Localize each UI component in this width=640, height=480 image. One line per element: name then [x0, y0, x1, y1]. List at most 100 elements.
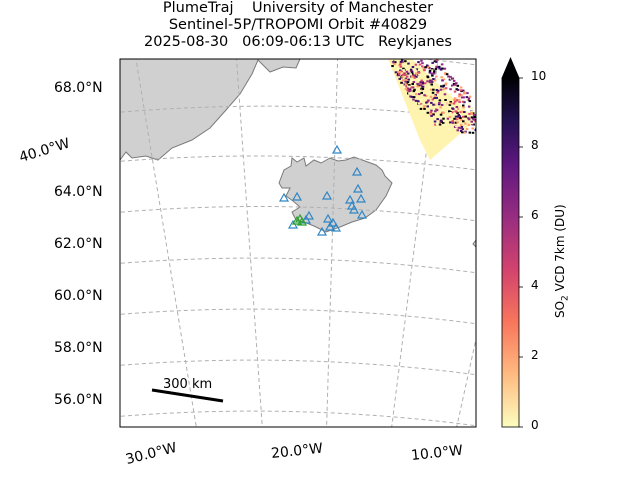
so2-pixel [451, 105, 455, 108]
volcano-marker [322, 213, 334, 223]
so2-pixel [454, 115, 458, 118]
so2-pixel [435, 109, 439, 112]
so2-pixel [444, 73, 447, 76]
so2-pixel [394, 61, 397, 64]
colorbar-tick-2: 2 [531, 348, 539, 362]
so2-pixel [456, 115, 460, 118]
so2-pixel [457, 117, 460, 120]
so2-pixel [397, 72, 401, 75]
so2-pixel [470, 120, 473, 123]
so2-pixel [428, 69, 432, 72]
volcano-marker [344, 194, 356, 204]
so2-pixel [429, 95, 433, 98]
so2-pixel [401, 83, 404, 86]
so2-pixel [458, 93, 461, 96]
so2-pixel [419, 98, 423, 101]
so2-pixel [431, 91, 435, 94]
so2-pixel [462, 96, 465, 99]
so2-pixel [406, 81, 410, 84]
so2-pixel [440, 104, 444, 106]
so2-pixel [404, 85, 408, 88]
so2-pixel [447, 75, 450, 78]
so2-pixel [451, 107, 454, 110]
so2-pixel [400, 59, 404, 62]
so2-pixel [470, 113, 474, 116]
so2-pixel [468, 95, 472, 98]
scale-bar-label: 300 km [163, 377, 213, 392]
lat-label-68N: 68.0°N [54, 80, 103, 96]
so2-pixel [448, 107, 452, 110]
so2-pixel [411, 83, 414, 85]
so2-pixel [436, 118, 439, 121]
so2-pixel [441, 79, 444, 82]
volcano-marker [278, 192, 290, 202]
so2-pixel [448, 128, 451, 130]
so2-pixel [419, 107, 423, 110]
so2-pixel [420, 91, 423, 94]
so2-pixel [391, 65, 394, 67]
so2-pixel [453, 98, 456, 101]
target-volcano-markers [291, 213, 308, 226]
so2-pixel [453, 112, 456, 115]
so2-pixel [472, 114, 476, 116]
so2-pixel [432, 78, 435, 80]
so2-pixel [416, 85, 419, 88]
so2-pixel [404, 83, 407, 86]
colorbar-tick-6: 6 [531, 208, 539, 222]
so2-pixel [456, 84, 460, 87]
so2-pixel [417, 102, 421, 105]
so2-pixel [467, 105, 471, 108]
so2-pixel [465, 96, 469, 99]
so2-pixel [401, 79, 405, 82]
so2-pixel [396, 68, 400, 71]
so2-pixel [398, 77, 401, 80]
so2-pixel [472, 112, 475, 115]
title-line-3: 2025-08-30 06:09-06:13 UTC Reykjanes [144, 34, 452, 50]
so2-pixel [466, 92, 469, 95]
so2-pixel [422, 66, 425, 69]
so2-pixel [460, 118, 463, 121]
so2-pixel [446, 117, 450, 120]
so2-pixel [462, 115, 465, 118]
so2-pixel [448, 78, 452, 81]
so2-pixel [458, 107, 462, 110]
so2-pixel [444, 99, 447, 101]
so2-pixel [456, 121, 459, 124]
volcano-marker [316, 226, 328, 236]
so2-pixel [439, 106, 442, 109]
so2-pixel [459, 123, 463, 126]
so2-pixel [468, 131, 472, 134]
so2-pixel [404, 60, 407, 63]
so2-pixel [415, 72, 418, 75]
so2-pixel [436, 91, 439, 94]
so2-pixel [472, 123, 475, 126]
so2-pixel [433, 79, 437, 82]
so2-pixel [442, 78, 446, 81]
so2-pixel [402, 69, 405, 72]
lat-label-56N: 56.0°N [54, 392, 103, 408]
so2-pixel [457, 114, 460, 116]
so2-pixel [474, 120, 476, 123]
so2-pixel [451, 84, 454, 87]
so2-pixel [407, 90, 411, 93]
so2-pixel [463, 92, 466, 95]
so2-pixel [438, 99, 442, 102]
so2-pixel [417, 71, 421, 74]
so2-pixel [463, 91, 466, 94]
so2-pixel [425, 64, 429, 67]
so2-pixel [455, 118, 459, 121]
so2-pixel [468, 106, 471, 109]
volcano-markers [278, 144, 368, 236]
so2-pixel [443, 67, 447, 70]
so2-pixel [408, 84, 411, 87]
so2-pixel [410, 60, 413, 63]
so2-pixel [462, 106, 465, 109]
so2-pixel [439, 68, 443, 71]
target-volcano-marker [291, 215, 303, 225]
so2-pixel [432, 72, 436, 75]
so2-pixel [464, 115, 467, 118]
so2-pixel [418, 79, 421, 82]
so2-pixel [428, 71, 432, 74]
so2-pixel [456, 129, 459, 132]
so2-pixel [406, 89, 409, 92]
